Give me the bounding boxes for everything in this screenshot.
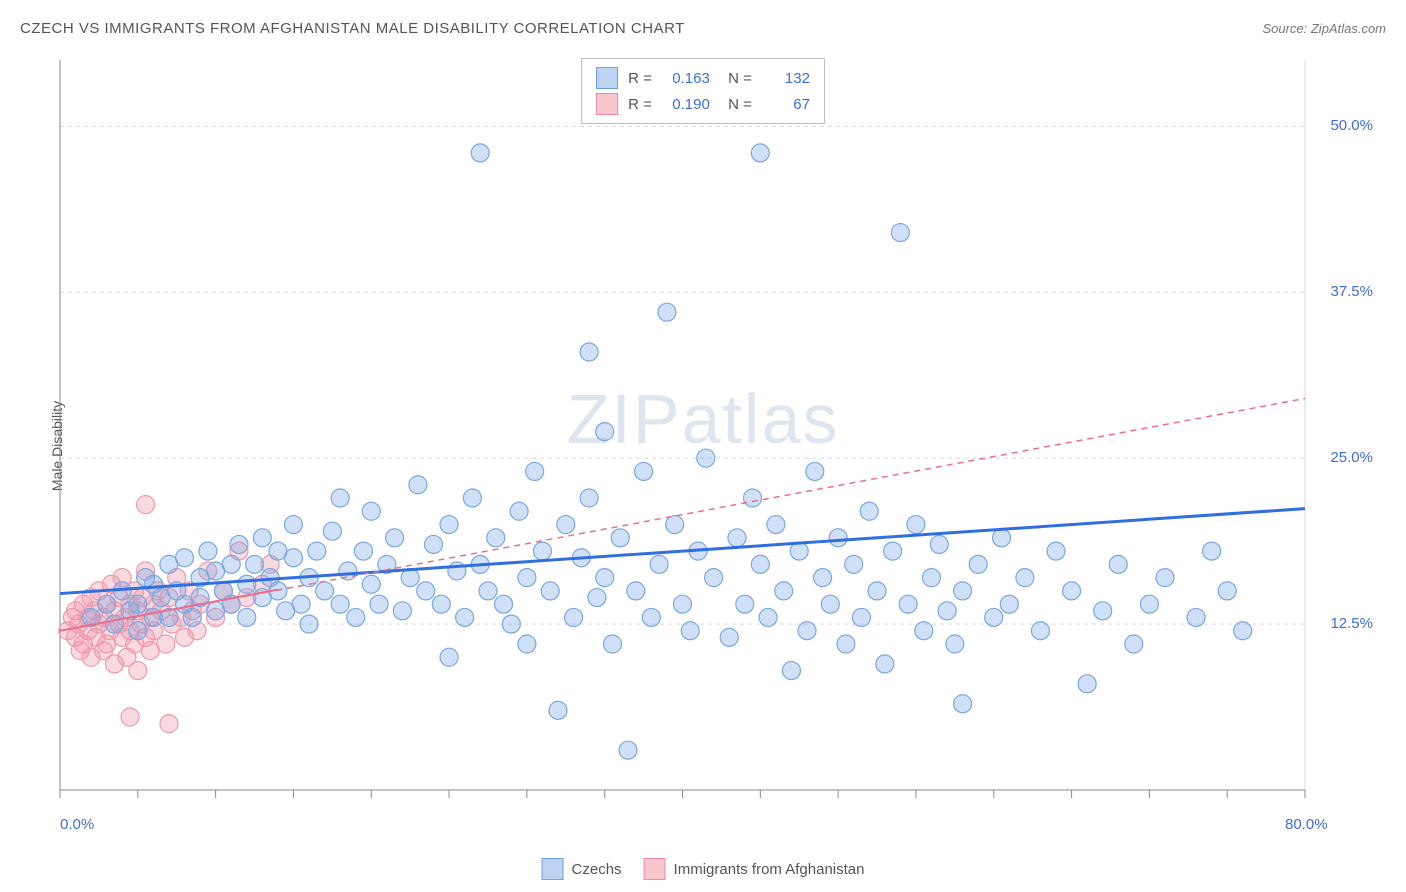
x-tick-label: 0.0% — [60, 816, 94, 833]
series-legend: Czechs Immigrants from Afghanistan — [542, 858, 865, 880]
legend-swatch — [644, 858, 666, 880]
legend-swatch — [542, 858, 564, 880]
x-tick-label: 80.0% — [1285, 816, 1328, 833]
scatter-plot — [55, 55, 1375, 835]
legend-n-label: N = — [720, 96, 752, 113]
legend-swatch — [596, 93, 618, 115]
series-legend-label: Immigrants from Afghanistan — [674, 861, 865, 878]
legend-n-value: 132 — [762, 70, 810, 87]
legend-r-label: R = — [628, 96, 652, 113]
y-tick-label: 37.5% — [1330, 283, 1373, 300]
legend-r-value: 0.190 — [662, 96, 710, 113]
legend-swatch — [596, 67, 618, 89]
series-legend-item: Immigrants from Afghanistan — [644, 858, 865, 880]
series-legend-item: Czechs — [542, 858, 622, 880]
y-tick-label: 12.5% — [1330, 615, 1373, 632]
correlation-legend: R = 0.163 N = 132 R = 0.190 N = 67 — [581, 58, 825, 124]
y-tick-label: 25.0% — [1330, 449, 1373, 466]
legend-n-label: N = — [720, 70, 752, 87]
chart-area: 12.5% 25.0% 37.5% 50.0% 0.0% 80.0% — [55, 55, 1375, 835]
correlation-legend-row: R = 0.190 N = 67 — [596, 91, 810, 117]
legend-n-value: 67 — [762, 96, 810, 113]
chart-title: CZECH VS IMMIGRANTS FROM AFGHANISTAN MAL… — [20, 20, 685, 37]
source-label: Source: ZipAtlas.com — [1262, 21, 1386, 36]
correlation-legend-row: R = 0.163 N = 132 — [596, 65, 810, 91]
y-tick-label: 50.0% — [1330, 117, 1373, 134]
series-legend-label: Czechs — [572, 861, 622, 878]
legend-r-value: 0.163 — [662, 70, 710, 87]
legend-r-label: R = — [628, 70, 652, 87]
